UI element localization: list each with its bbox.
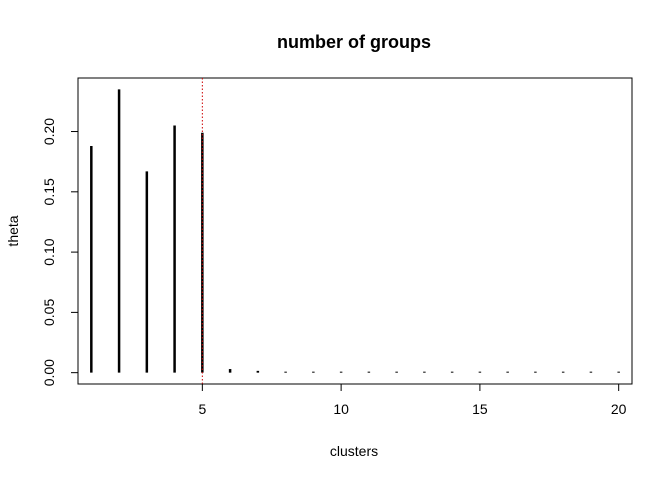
y-axis-label: theta — [5, 215, 21, 246]
y-axis: 0.00 0.05 0.10 0.15 0.20 — [41, 118, 79, 386]
y-tick-label-1: 0.05 — [41, 299, 57, 326]
plot-frame — [77, 77, 633, 385]
bars-layer — [90, 89, 620, 373]
x-tick-label-5: 5 — [198, 401, 206, 417]
y-tick-label-2: 0.10 — [41, 238, 57, 265]
x-tick-label-15: 15 — [472, 401, 488, 417]
y-tick-label-0: 0.00 — [41, 359, 57, 386]
y-tick-label-3: 0.15 — [41, 178, 57, 205]
chart-title: number of groups — [277, 32, 431, 52]
y-tick-label-4: 0.20 — [41, 118, 57, 145]
x-tick-label-20: 20 — [611, 401, 627, 417]
x-axis: 5 10 15 20 — [198, 383, 627, 417]
x-tick-label-10: 10 — [333, 401, 349, 417]
x-axis-label: clusters — [330, 443, 378, 459]
